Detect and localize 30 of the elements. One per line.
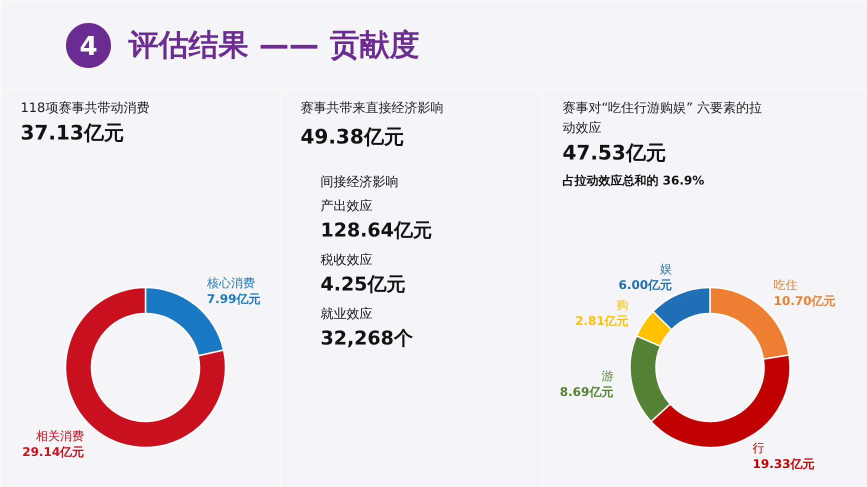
slice-label: 行 [752, 440, 765, 455]
data-label: 7.99亿元 [206, 292, 260, 306]
slice-label: 吃住 [774, 278, 798, 292]
text: 49.38亿元 [300, 124, 404, 148]
data-label: 8.69亿元 [560, 384, 614, 399]
slice-label: 相关消费 [36, 428, 84, 443]
slice-label: 娱 [660, 262, 672, 276]
chart-subtitle: 37.13亿元 [20, 120, 124, 144]
text: 产出效应 [320, 198, 372, 214]
text: 就业效应 [320, 306, 372, 322]
chart-title: 赛事对“吃住行游购娱” 六要素的拉动效应 [562, 100, 762, 136]
data-label: 6.00亿元 [618, 278, 672, 292]
data-label: 29.14亿元 [22, 444, 84, 459]
slice-label: 购 [616, 298, 629, 312]
data-label: 2.81亿元 [575, 314, 629, 328]
text: 评估结果 —— 贡献度 [128, 28, 420, 63]
text: 4.25亿元 [320, 274, 406, 296]
chart-subtitle: 47.53亿元 [562, 140, 666, 164]
text: 赛事共带来直接经济影响 [300, 100, 444, 116]
data-label: 10.70亿元 [774, 294, 836, 308]
slice-label: 游 [601, 368, 614, 383]
data-label: 19.33亿元 [752, 456, 815, 471]
slice-label: 核心消费 [206, 276, 255, 290]
text: 4 [79, 32, 98, 62]
text: 占拉动效应总和的 36.9% [562, 174, 704, 188]
text: 128.64亿元 [320, 220, 432, 242]
text: 间接经济影响 [320, 175, 398, 190]
chart-title: 118项赛事共带动消费 [20, 100, 150, 116]
text: 税收效应 [320, 252, 372, 268]
text: 32,268个 [320, 328, 414, 350]
